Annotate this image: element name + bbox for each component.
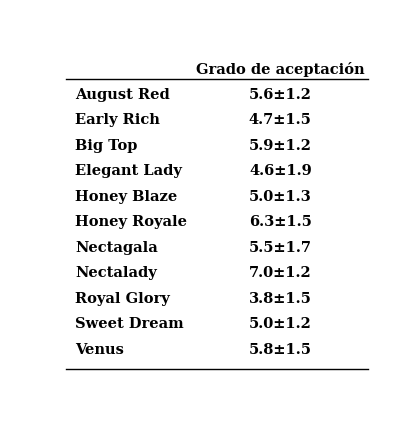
Text: Nectalady: Nectalady: [75, 266, 157, 281]
Text: Sweet Dream: Sweet Dream: [75, 317, 184, 332]
Text: Royal Glory: Royal Glory: [75, 292, 170, 306]
Text: Venus: Venus: [75, 343, 124, 357]
Text: 5.0±1.3: 5.0±1.3: [249, 190, 312, 204]
Text: Honey Blaze: Honey Blaze: [75, 190, 178, 204]
Text: Grado de aceptación: Grado de aceptación: [196, 62, 365, 77]
Text: 4.7±1.5: 4.7±1.5: [249, 113, 312, 128]
Text: 5.5±1.7: 5.5±1.7: [249, 241, 312, 255]
Text: 7.0±1.2: 7.0±1.2: [249, 266, 312, 281]
Text: August Red: August Red: [75, 88, 170, 102]
Text: Big Top: Big Top: [75, 139, 138, 153]
Text: 4.6±1.9: 4.6±1.9: [249, 164, 312, 178]
Text: 5.0±1.2: 5.0±1.2: [249, 317, 312, 332]
Text: Elegant Lady: Elegant Lady: [75, 164, 182, 178]
Text: 5.6±1.2: 5.6±1.2: [249, 88, 312, 102]
Text: Nectagala: Nectagala: [75, 241, 158, 255]
Text: 5.9±1.2: 5.9±1.2: [249, 139, 312, 153]
Text: Early Rich: Early Rich: [75, 113, 160, 128]
Text: Honey Royale: Honey Royale: [75, 215, 187, 230]
Text: 5.8±1.5: 5.8±1.5: [249, 343, 312, 357]
Text: 6.3±1.5: 6.3±1.5: [249, 215, 312, 230]
Text: 3.8±1.5: 3.8±1.5: [249, 292, 312, 306]
